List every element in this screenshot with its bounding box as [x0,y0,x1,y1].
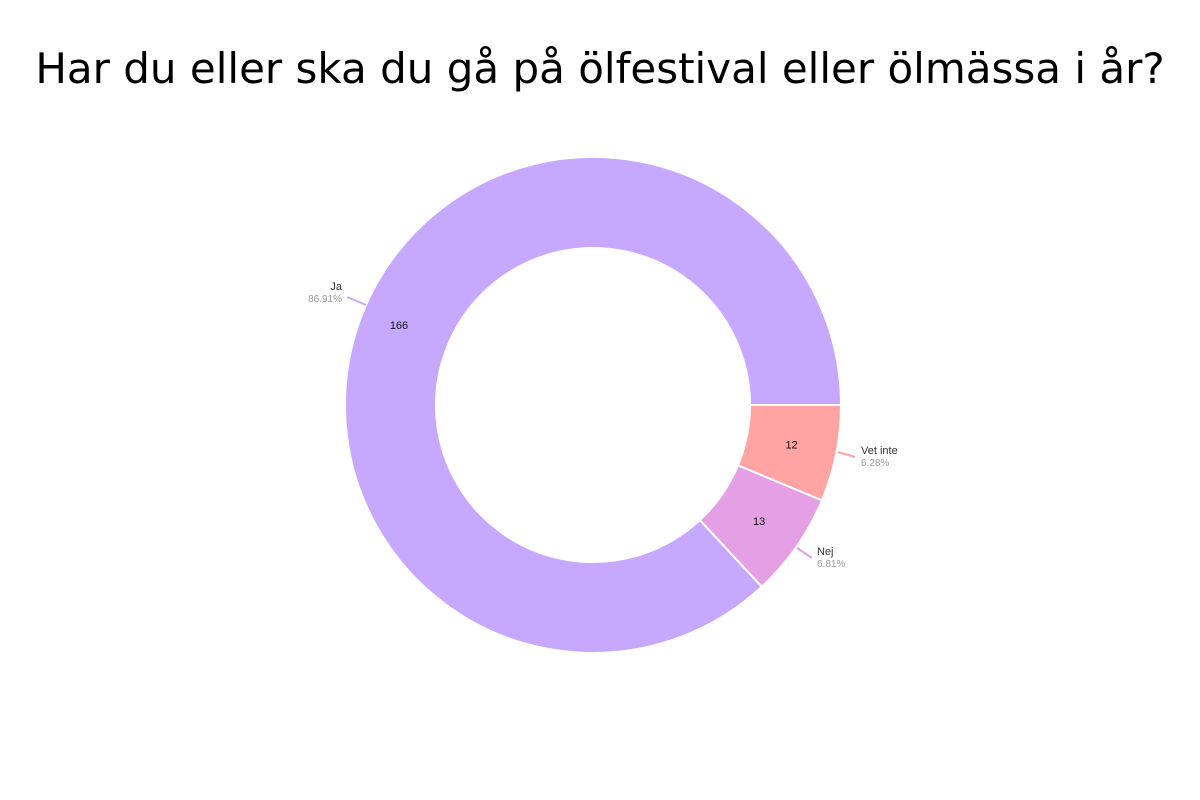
leader-line-nej [796,547,813,559]
leader-line-vet-inte [837,451,856,458]
chart-title: Har du eller ska du gå på ölfestival ell… [35,44,1165,93]
data-label-ja: 166 [390,320,408,332]
percent-label-ja: 86.91% [308,294,342,305]
category-label-nej: Nej [817,546,834,558]
donut-slices [344,156,843,654]
leader-line-ja [346,296,367,306]
category-label-ja: Ja [330,281,343,293]
data-label-vet-inte: 12 [785,440,797,452]
data-label-nej: 13 [753,516,765,528]
slice-nej [698,464,824,589]
percent-label-nej: 6.81% [817,559,845,570]
category-label-vet-inte: Vet inte [861,445,898,457]
percent-label-vet-inte: 6.28% [861,458,889,469]
slice-ja [344,156,843,654]
